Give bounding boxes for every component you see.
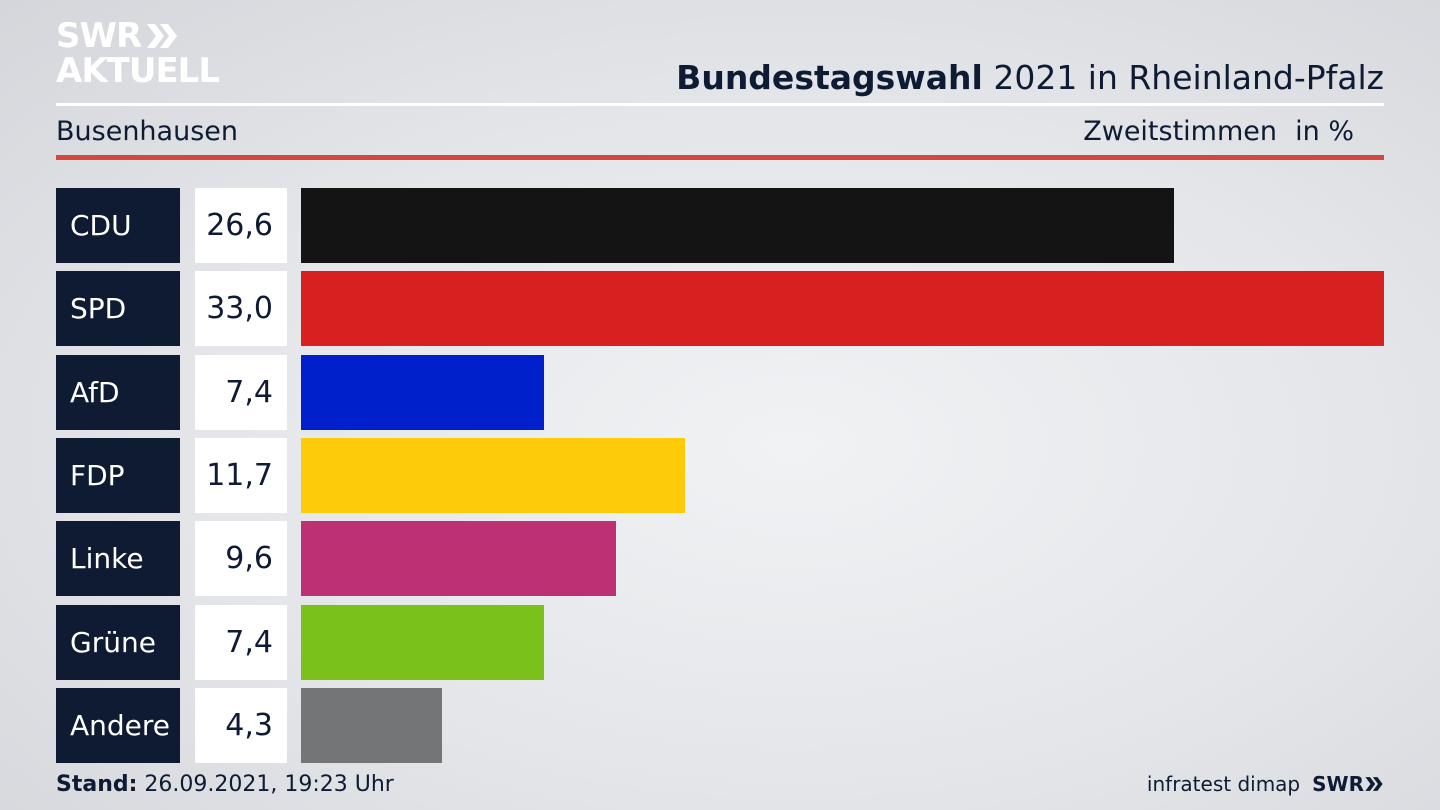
bar	[301, 521, 617, 596]
value-label: 11,7	[195, 438, 287, 513]
party-label: FDP	[56, 438, 180, 513]
source-label: infratest dimap	[1146, 772, 1301, 796]
page-title: Bundestagswahl 2021 in Rheinland-Pfalz	[676, 58, 1384, 97]
party-label: CDU	[56, 188, 180, 263]
footer-credits: infratest dimap SWR	[1147, 772, 1384, 796]
logo-aktuell-text: AKTUELL	[56, 51, 220, 91]
party-label: Linke	[56, 521, 180, 596]
title-rest: 2021 in Rheinland-Pfalz	[993, 58, 1384, 97]
bar-row: Linke 9,6	[56, 521, 1384, 596]
bar	[301, 605, 544, 680]
subheader-divider	[56, 155, 1384, 160]
logo-swr-text: SWR	[56, 16, 142, 56]
double-chevron-right-icon	[145, 22, 179, 50]
bar-row: SPD 33,0	[56, 271, 1384, 346]
stand-value: 26.09.2021, 19:23 Uhr	[144, 772, 394, 797]
header-divider	[56, 103, 1384, 106]
party-label: AfD	[56, 355, 180, 430]
value-label: 33,0	[195, 271, 287, 346]
region-label: Busenhausen	[56, 116, 238, 147]
value-label: 7,4	[195, 605, 287, 680]
party-label: Grüne	[56, 605, 180, 680]
value-label: 26,6	[195, 188, 287, 263]
bar	[301, 688, 443, 763]
party-label: SPD	[56, 271, 180, 346]
timestamp: Stand: 26.09.2021, 19:23 Uhr	[56, 772, 394, 797]
bar	[301, 438, 685, 513]
stand-label: Stand:	[56, 772, 138, 797]
title-bold: Bundestagswahl	[676, 58, 983, 97]
vote-type-label: Zweitstimmen	[1083, 116, 1277, 147]
bar	[301, 271, 1384, 346]
bar	[301, 355, 544, 430]
bar	[301, 188, 1174, 263]
value-label: 9,6	[195, 521, 287, 596]
unit-label: in %	[1295, 116, 1354, 147]
party-label: Andere	[56, 688, 180, 763]
double-chevron-right-icon	[1365, 777, 1383, 791]
value-label: 7,4	[195, 355, 287, 430]
bar-row: FDP 11,7	[56, 438, 1384, 513]
swr-small-text: SWR	[1312, 772, 1364, 796]
bar-row: Andere 4,3	[56, 688, 1384, 763]
bar-row: CDU 26,6	[56, 188, 1384, 263]
bar-row: AfD 7,4	[56, 355, 1384, 430]
bar-row: Grüne 7,4	[56, 605, 1384, 680]
swr-aktuell-logo: SWR AKTUELL	[56, 16, 220, 91]
swr-small-logo: SWR	[1312, 772, 1384, 796]
value-label: 4,3	[195, 688, 287, 763]
